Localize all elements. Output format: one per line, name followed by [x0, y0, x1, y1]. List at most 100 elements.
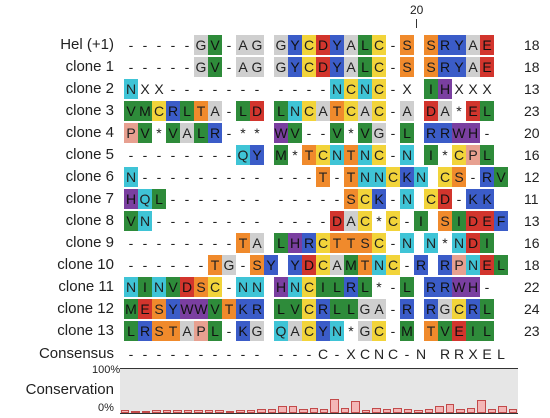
residue-cell: - — [198, 147, 204, 163]
residue-cell: P — [466, 145, 480, 165]
residue-cell: L — [400, 123, 414, 143]
residue-cell: - — [278, 169, 284, 185]
residue-cell: E — [138, 299, 152, 319]
residue-cell: X — [454, 81, 464, 97]
conservation-bar — [445, 403, 455, 413]
residue-cell: T — [194, 101, 208, 121]
residue-cell: L — [358, 35, 372, 55]
residue-cell: - — [128, 37, 134, 53]
consensus-cell: - — [292, 346, 298, 362]
conservation-bar — [194, 410, 203, 413]
residue-cell: A — [344, 211, 358, 231]
residue-cell: - — [198, 169, 204, 185]
residue-cell: - — [156, 235, 162, 251]
residue-cell: C — [152, 101, 166, 121]
residue-cell: S — [152, 299, 166, 319]
residue-cell: C — [372, 321, 386, 341]
residue-cell: T — [330, 233, 344, 253]
position-marker-label: 20 — [410, 3, 424, 17]
residue-cell: T — [208, 255, 222, 275]
residue-cell: G — [222, 255, 236, 275]
residue-cell: - — [184, 59, 190, 75]
residue-cell: T — [344, 145, 358, 165]
conservation-bar — [487, 408, 497, 413]
consensus-cell: R — [439, 346, 451, 362]
residue-cell: C — [302, 299, 316, 319]
residue-cell: - — [390, 37, 396, 53]
row-label: clone 10 — [57, 256, 114, 273]
residue-cell: - — [128, 147, 134, 163]
row-count: 18 — [524, 257, 540, 273]
residue-cell: - — [470, 169, 476, 185]
position-marker-tick — [416, 19, 417, 28]
residue-cell: T — [344, 233, 358, 253]
residue-cell: Y — [288, 35, 302, 55]
residue-cell: - — [212, 169, 218, 185]
residue-cell: C — [386, 167, 400, 187]
residue-cell: I — [138, 277, 152, 297]
residue-cell: A — [250, 233, 264, 253]
residue-cell: - — [240, 81, 246, 97]
conservation-bar — [299, 409, 308, 413]
residue-cell: * — [348, 125, 354, 141]
residue-cell: T — [330, 101, 344, 121]
residue-cell: C — [372, 233, 386, 253]
residue-cell: * — [376, 213, 382, 229]
residue-cell: Y — [330, 57, 344, 77]
residue-cell: - — [320, 191, 326, 207]
residue-cell: N — [452, 233, 466, 253]
row-label: clone 11 — [58, 278, 114, 295]
consensus-cell: - — [142, 346, 148, 362]
residue-cell: R — [438, 255, 452, 275]
residue-cell: L — [358, 277, 372, 297]
residue-cell: Y — [316, 321, 330, 341]
residue-cell: H — [288, 233, 302, 253]
residue-cell: D — [180, 277, 194, 297]
residue-cell: - — [292, 169, 298, 185]
consensus-cell: - — [184, 346, 190, 362]
residue-cell: L — [494, 255, 508, 275]
residue-cell: V — [438, 321, 452, 341]
row-label: clone 5 — [65, 146, 114, 163]
residue-cell: E — [480, 35, 494, 55]
conservation-bar — [141, 410, 151, 413]
residue-cell: S — [344, 189, 358, 209]
residue-cell: L — [330, 277, 344, 297]
residue-cell: R — [424, 277, 438, 297]
conservation-bar — [477, 399, 486, 413]
residue-cell: L — [400, 277, 414, 297]
residue-cell: P — [124, 123, 138, 143]
residue-cell: L — [480, 145, 494, 165]
residue-cell: D — [424, 101, 438, 121]
row-count: 23 — [524, 323, 540, 339]
consensus-cell: - — [240, 346, 246, 362]
residue-cell: - — [226, 169, 232, 185]
residue-cell: S — [424, 35, 438, 55]
conservation-bar — [330, 398, 339, 413]
conservation-bar — [288, 406, 298, 413]
residue-cell: A — [236, 35, 250, 55]
conservation-bar — [183, 409, 193, 413]
residue-cell: G — [194, 57, 208, 77]
residue-cell: R — [302, 233, 316, 253]
conservation-bar — [257, 409, 266, 413]
residue-cell: - — [128, 59, 134, 75]
conservation-bar — [267, 409, 277, 413]
residue-cell: R — [438, 57, 452, 77]
residue-cell: Y — [250, 145, 264, 165]
residue-cell: Y — [452, 57, 466, 77]
residue-cell: - — [156, 213, 162, 229]
residue-cell: I — [424, 79, 438, 99]
residue-cell: M — [344, 255, 358, 275]
residue-cell: R — [424, 123, 438, 143]
residue-cell: C — [358, 211, 372, 231]
residue-cell: - — [212, 147, 218, 163]
residue-cell: C — [208, 277, 222, 297]
residue-cell: - — [226, 147, 232, 163]
residue-cell: R — [438, 277, 452, 297]
residue-cell: - — [156, 169, 162, 185]
residue-cell: - — [212, 81, 218, 97]
residue-cell: N — [288, 277, 302, 297]
residue-cell: * — [442, 147, 448, 163]
residue-cell: R — [138, 321, 152, 341]
